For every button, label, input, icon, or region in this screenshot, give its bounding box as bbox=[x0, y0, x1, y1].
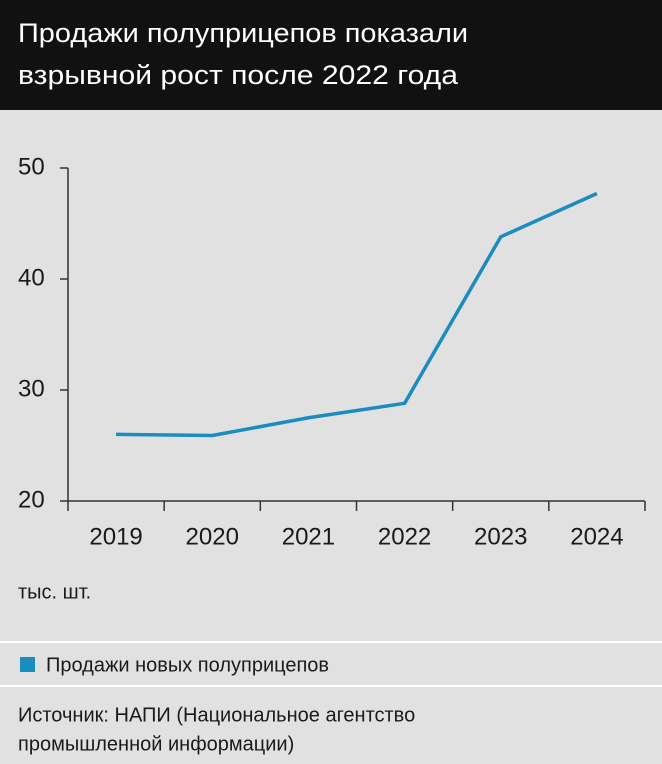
chart-title: Продажи полуприцепов показали bbox=[18, 18, 468, 48]
y-tick-label: 50 bbox=[18, 153, 45, 180]
legend-swatch bbox=[20, 657, 35, 672]
y-tick-label: 40 bbox=[18, 264, 45, 291]
x-tick-label: 2022 bbox=[378, 523, 431, 550]
x-tick-label: 2021 bbox=[282, 523, 335, 550]
legend-label: Продажи новых полуприцепов bbox=[46, 654, 329, 676]
y-tick-label: 20 bbox=[18, 486, 45, 513]
chart-title: взрывной рост после 2022 года bbox=[18, 60, 459, 90]
source: Источник: НАПИ (Национальное агентство bbox=[18, 704, 415, 726]
source: промышленной информации) bbox=[18, 733, 294, 755]
x-tick-label: 2020 bbox=[186, 523, 239, 550]
data-line bbox=[116, 191, 598, 438]
title-band bbox=[0, 0, 662, 110]
x-tick-label: 2024 bbox=[570, 523, 623, 550]
x-tick-label: 2023 bbox=[474, 523, 527, 550]
y-unit: тыс. шт. bbox=[18, 581, 91, 603]
y-tick-label: 30 bbox=[18, 375, 45, 402]
x-tick-label: 2019 bbox=[89, 523, 142, 550]
